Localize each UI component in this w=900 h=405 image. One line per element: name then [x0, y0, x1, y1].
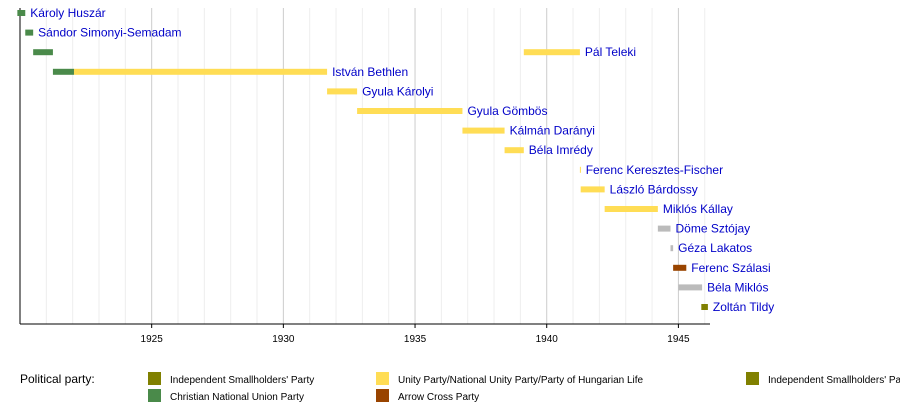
minister-label: Ferenc Szálasi [691, 261, 770, 275]
minister-label: Géza Lakatos [678, 241, 752, 255]
minister-label: Gyula Gömbös [467, 104, 547, 118]
term-bar [17, 10, 26, 16]
term-bar [673, 264, 687, 271]
term-bar [73, 68, 328, 75]
minister-label: Ferenc Keresztes-Fischer [586, 163, 723, 177]
x-tick-label: 1935 [404, 334, 427, 345]
minister-label: László Bárdossy [610, 182, 698, 196]
minister-label: Döme Sztójay [675, 222, 750, 236]
term-bar [604, 206, 658, 212]
legend-swatch [148, 389, 161, 402]
x-tick-label: 1945 [667, 334, 690, 345]
minister-label: Zoltán Tildy [713, 300, 774, 314]
minister-label: Kálmán Darányi [510, 124, 595, 138]
x-tick-label: 1940 [536, 334, 559, 345]
term-bar [580, 186, 605, 193]
axes: 1925 1930 1935 1940 1945 [19, 8, 710, 345]
x-tick-label: 1925 [141, 334, 164, 345]
term-bar [670, 245, 674, 252]
legend-entry: Independent Smallholders' Party [768, 375, 900, 386]
minister-label: Béla Miklós [707, 280, 768, 294]
minister-label: Gyula Károlyi [362, 84, 433, 98]
minister-label: Pál Teleki [585, 45, 636, 59]
minister-label: István Bethlen [332, 65, 408, 79]
term-bar [357, 108, 463, 114]
term-bar [579, 166, 581, 173]
term-bar [504, 147, 524, 154]
legend-entry: Independent Smallholders' Party [170, 375, 314, 386]
minister-label: Sándor Simonyi-Semadam [38, 26, 181, 40]
legend-entry: Arrow Cross Party [398, 392, 479, 403]
term-bar [327, 88, 358, 95]
grid-lines [19, 8, 706, 324]
term-bar [701, 304, 708, 310]
legend-entry: Christian National Union Party [170, 392, 304, 403]
legend-swatch [376, 372, 389, 385]
legend-title: Political party: [20, 372, 95, 386]
term-bar [462, 127, 505, 134]
term-bar [33, 49, 53, 56]
term-bars [17, 10, 708, 310]
legend-swatch [148, 372, 161, 385]
x-tick-label: 1930 [272, 334, 295, 345]
term-bar [657, 225, 671, 232]
term-bar [523, 49, 580, 56]
minister-labels: Károly Huszár Sándor Simonyi-Semadam Pál T… [30, 6, 774, 314]
term-bar [678, 284, 703, 291]
minister-label: Miklós Kállay [663, 202, 733, 216]
legend: Political party: Independent Smallholders… [20, 372, 900, 403]
term-bar [52, 68, 74, 75]
term-bar [25, 29, 34, 36]
legend-swatch [746, 372, 759, 385]
legend-swatch [376, 389, 389, 402]
minister-label: Béla Imrédy [529, 143, 593, 157]
legend-entry: Unity Party/National Unity Party/Party o… [398, 375, 644, 386]
minister-label: Károly Huszár [30, 6, 105, 20]
